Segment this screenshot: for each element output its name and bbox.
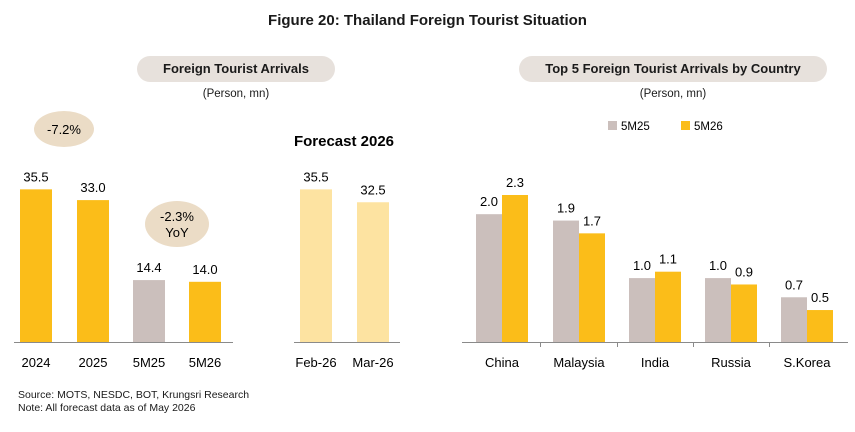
bar-value-label: 0.9 (735, 264, 753, 279)
figure-title: Figure 20: Thailand Foreign Tourist Situ… (268, 12, 587, 29)
legend-swatch (681, 121, 690, 130)
x-tick-label: 2024 (22, 355, 51, 370)
x-tick-label: 5M25 (133, 355, 166, 370)
bar (553, 220, 579, 342)
bar-value-label: 0.7 (785, 277, 803, 292)
bar (705, 278, 731, 342)
source-note: Source: MOTS, NESDC, BOT, Krungsri Resea… (18, 389, 250, 401)
annotation-bubble (34, 111, 94, 147)
bar-value-label: 1.9 (557, 201, 575, 216)
left-chart: -7.2% -2.3%YoY Forecast 2026 35.5 2024 33.0 20… (14, 111, 400, 370)
bar (300, 189, 332, 342)
x-tick-label: China (485, 355, 520, 370)
bar (357, 202, 389, 342)
legend-label: 5M25 (621, 121, 650, 133)
left-chart-title: Foreign Tourist Arrivals (163, 61, 309, 76)
bar (476, 214, 502, 342)
annotation-label: YoY (165, 225, 189, 240)
annotation-bubble (145, 201, 209, 247)
bar-value-label: 2.3 (506, 175, 524, 190)
bar-value-label: 1.1 (659, 252, 677, 267)
bar-value-label: 32.5 (360, 182, 385, 197)
bar-value-label: 35.5 (303, 169, 328, 184)
right-chart-title-pill: Top 5 Foreign Tourist Arrivals by Countr… (519, 56, 827, 82)
x-tick-label: Feb-26 (295, 355, 336, 370)
bar-value-label: 1.0 (633, 258, 651, 273)
annotation-label: -2.3% (160, 209, 194, 224)
bar-value-label: 1.0 (709, 258, 727, 273)
bar-value-label: 2.0 (480, 194, 498, 209)
x-tick-label: S.Korea (784, 355, 832, 370)
x-tick-label: Mar-26 (352, 355, 393, 370)
right-chart-unit: (Person, mn) (639, 88, 707, 100)
bar-value-label: 1.7 (583, 213, 601, 228)
bar (133, 280, 165, 342)
left-chart-title-pill: Foreign Tourist Arrivals (137, 56, 335, 82)
x-tick-label: 2025 (79, 355, 108, 370)
bar-value-label: 33.0 (80, 180, 105, 195)
legend-label: 5M26 (694, 121, 723, 133)
bar (502, 195, 528, 342)
bar (629, 278, 655, 342)
bar (77, 200, 109, 342)
x-tick-label: 5M26 (189, 355, 222, 370)
legend-swatch (608, 121, 617, 130)
bar (579, 233, 605, 342)
left-chart-unit: (Person, mn) (202, 88, 270, 100)
bar-value-label: 35.5 (23, 169, 48, 184)
x-tick-label: Malaysia (553, 355, 605, 370)
annotation-label: -7.2% (47, 122, 81, 137)
bar-value-label: 14.4 (136, 260, 161, 275)
footnotes: Source: MOTS, NESDC, BOT, Krungsri Resea… (18, 389, 249, 415)
bar (20, 189, 52, 342)
bar (807, 310, 833, 342)
right-chart-title: Top 5 Foreign Tourist Arrivals by Countr… (545, 61, 801, 76)
bar (781, 297, 807, 342)
bar-value-label: 14.0 (192, 262, 217, 277)
forecast-group-label: Forecast 2026 (294, 133, 394, 150)
x-tick-label: Russia (711, 355, 752, 370)
bar (189, 281, 221, 342)
bar (655, 271, 681, 342)
x-tick-label: India (641, 355, 670, 370)
bar (731, 284, 757, 342)
right-chart: 5M25 5M26 2.0 2.3 China 1.9 1.7 Malaysia 1.0 1.1 I… (462, 121, 848, 370)
forecast-note: Note: All forecast data as of May 2026 (18, 402, 196, 414)
bar-value-label: 0.5 (811, 290, 829, 305)
